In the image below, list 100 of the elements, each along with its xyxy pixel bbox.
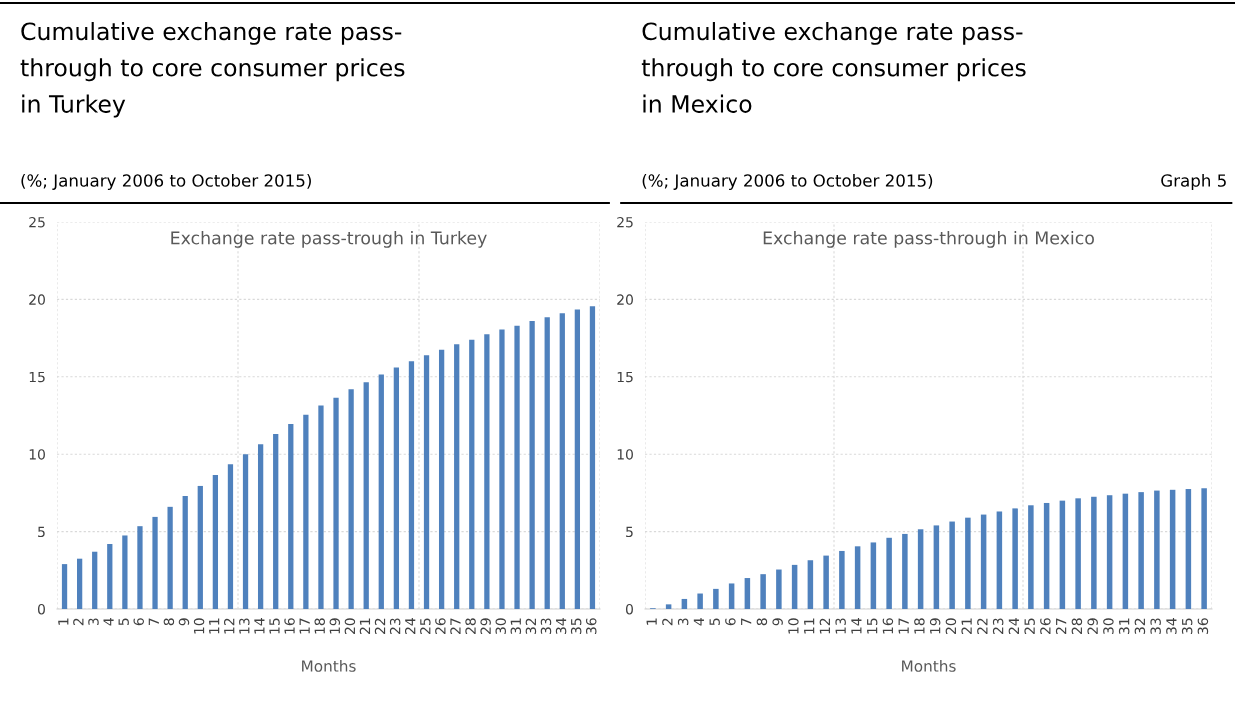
caption: Graph 5: [1161, 173, 1226, 191]
x-tick-label: 4: [103, 618, 114, 626]
x-tick-label: 29: [1087, 618, 1098, 634]
x-tick-label: 30: [1103, 618, 1114, 634]
x-tick-label: 23: [389, 618, 401, 634]
x-tick-label: 33: [1150, 618, 1161, 634]
x-tick-label: 10: [788, 618, 799, 634]
bar: [823, 555, 829, 609]
x-tick-label: 17: [299, 618, 310, 634]
x-tick-label: 31: [1118, 618, 1130, 634]
bar: [107, 543, 113, 609]
annotation: Exchange rate pass-through in Mexico: [763, 231, 1094, 248]
bar: [697, 593, 703, 609]
bar: [886, 537, 892, 609]
bar: [408, 361, 415, 609]
bar: [933, 525, 940, 609]
bar: [1154, 490, 1160, 609]
bar: [996, 511, 1003, 609]
x-tick-label: 13: [835, 618, 846, 634]
x-tick-label: 8: [163, 618, 175, 626]
x-tick-label: 6: [725, 618, 736, 626]
bar: [713, 588, 719, 609]
x-tick-label: 34: [1166, 618, 1177, 634]
bar: [212, 475, 219, 609]
bar: [227, 464, 234, 609]
bar: [589, 306, 596, 609]
bar: [574, 309, 581, 609]
x-tick-label: 12: [223, 618, 235, 634]
bar: [1122, 493, 1129, 609]
x-tick-label: 2: [73, 618, 84, 626]
y-tick-label: 5: [38, 526, 45, 538]
x-tick-label: 33: [540, 618, 552, 634]
x-tick-label: 21: [961, 618, 972, 634]
x-tick-label: 10: [193, 618, 205, 634]
bar: [1043, 502, 1050, 609]
bar: [980, 514, 987, 609]
x-tick-label: 22: [374, 618, 386, 634]
bar: [760, 574, 766, 609]
x-tick-label: 16: [882, 618, 894, 634]
bar: [681, 598, 688, 609]
x-tick-label: 7: [148, 618, 159, 626]
x-tick-label: 25: [1024, 618, 1035, 634]
bar: [348, 389, 354, 609]
bar: [949, 521, 955, 609]
bar: [167, 506, 173, 609]
x-tick-label: 2: [662, 618, 673, 626]
y-tick-label: 15: [617, 371, 633, 383]
bar: [499, 329, 505, 609]
y-tick-label: 25: [617, 216, 633, 228]
bar: [544, 317, 550, 609]
chart-title: Cumulative exchange rate pass- through to core consumer prices in Mexico: [641, 22, 1026, 113]
bar: [807, 560, 814, 609]
bar: [776, 569, 782, 609]
annotation: Exchange rate pass-trough in Turkey: [171, 231, 487, 248]
bar: [469, 339, 475, 609]
bar: [303, 414, 309, 609]
bar: [529, 321, 535, 609]
bar: [1106, 495, 1113, 609]
x-tick-label: 32: [1134, 618, 1146, 634]
x-tick-label: 3: [677, 618, 689, 626]
bar: [839, 550, 845, 609]
y-tick-label: 15: [29, 371, 45, 383]
bar: [870, 542, 877, 609]
bar: [917, 529, 924, 609]
bar: [728, 583, 735, 609]
x-tick-label: 18: [914, 618, 925, 634]
bar: [484, 334, 490, 609]
x-tick-label: 7: [741, 618, 752, 626]
bar: [454, 344, 460, 609]
bar: [363, 382, 369, 609]
y-tick-label: 0: [37, 603, 45, 615]
x-tick-label: 17: [898, 618, 909, 634]
bar: [1075, 498, 1081, 609]
x-tick-label: 36: [1197, 618, 1209, 634]
y-tick-label: 0: [625, 603, 633, 615]
bar: [122, 535, 128, 609]
bar: [1185, 489, 1192, 609]
bar: [257, 444, 264, 609]
x-tick-label: 4: [693, 618, 704, 626]
x-tick-label: 32: [525, 618, 537, 634]
x-tick-label: 31: [510, 618, 522, 634]
bar: [378, 374, 384, 609]
y-tick-label: 10: [29, 449, 45, 460]
x-axis-title: Months: [902, 660, 956, 672]
x-tick-label: 11: [209, 618, 220, 634]
bar: [744, 578, 751, 609]
bar: [273, 434, 279, 609]
x-tick-label: 26: [435, 618, 446, 634]
bar: [1059, 500, 1066, 609]
x-tick-label: 9: [772, 618, 783, 626]
x-tick-label: 5: [118, 618, 129, 626]
bar: [514, 325, 520, 609]
x-tick-label: 36: [585, 618, 597, 634]
x-tick-label: 19: [329, 618, 341, 634]
x-tick-label: 22: [977, 618, 988, 634]
bar: [1138, 492, 1144, 609]
bar: [288, 424, 294, 609]
x-tick-label: 1: [58, 618, 69, 625]
x-tick-label: 8: [756, 618, 768, 626]
bar: [559, 313, 565, 609]
